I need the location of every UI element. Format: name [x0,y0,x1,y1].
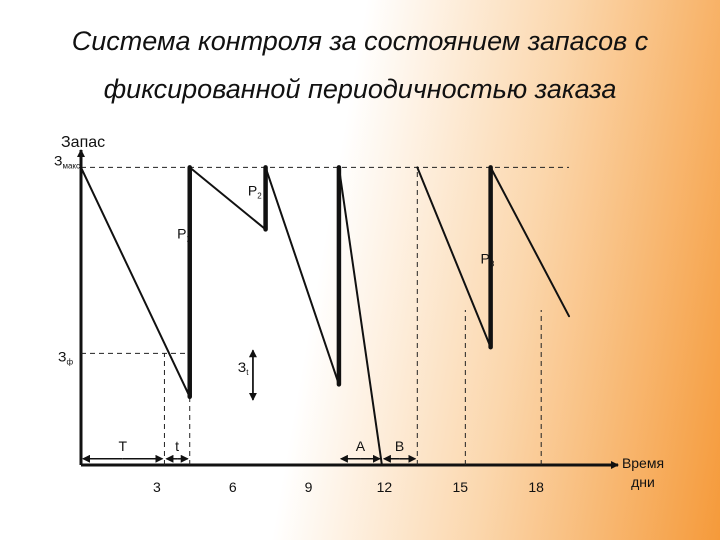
x-tick-label-9: 9 [305,479,313,495]
series-0-segment-2 [188,166,267,231]
slide-title-line-2: фиксированной периодичностью заказа [103,74,617,104]
y-label-max: Змакс [54,152,80,170]
x-tick-label-6: 6 [229,479,237,495]
x-axis-label-line-1: Время [622,455,664,471]
series-0-segment-0 [80,166,191,398]
x-tick-label-3: 3 [153,479,161,495]
x-tick-label-15: 15 [452,479,468,495]
interval-label-B: B [395,438,404,454]
y-label-safety: Зф [58,348,73,366]
series-1-segment-0 [416,166,492,349]
x-tick-label-18: 18 [528,479,544,495]
y-axis-label: Запас [61,134,105,151]
series-0-segment-4 [264,166,340,386]
x-tick-label-12: 12 [377,479,393,495]
interval-label-A: A [356,438,366,454]
interval-label-t: t [175,438,179,454]
annotation-Р2: Р2 [248,182,262,200]
interval-label-T: T [118,438,127,454]
series-0-segment-6 [337,166,383,466]
series-1-segment-2 [489,166,571,318]
annotation-Зt: Зt [238,359,249,377]
slide-title-line-1: Система контроля за состоянием запасов с [71,26,649,56]
x-axis-label-line-2: дни [631,474,655,490]
